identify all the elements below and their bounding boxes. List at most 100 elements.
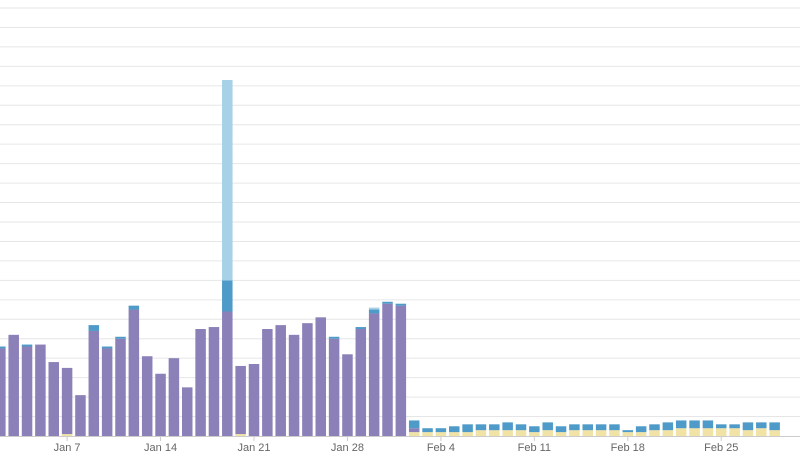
bar-segment[interactable] [235,434,246,436]
bar-segment[interactable] [355,329,367,436]
bar-segment[interactable] [288,334,300,436]
bar-segment[interactable] [716,428,727,436]
bar-segment[interactable] [675,420,687,429]
bar-segment[interactable] [756,428,767,436]
bar-segment[interactable] [0,348,6,436]
bar-segment[interactable] [729,428,740,436]
bar-segment[interactable] [128,309,140,436]
bar-segment[interactable] [569,424,580,431]
bar-segment[interactable] [462,424,473,433]
bar-segment[interactable] [328,338,340,436]
bar-segment[interactable] [115,336,126,339]
bar-segment[interactable] [582,424,594,431]
bar-segment[interactable] [208,327,220,436]
bar-segment[interactable] [141,356,153,436]
bar-segment[interactable] [529,426,540,433]
bar-segment[interactable] [635,426,647,433]
bar-segment[interactable] [182,387,193,436]
bar-segment[interactable] [435,432,447,436]
bar-segment[interactable] [61,434,73,436]
bar-segment[interactable] [128,305,140,310]
bar-segment[interactable] [675,428,687,436]
bar-segment[interactable] [595,430,607,436]
bar-segment[interactable] [88,325,100,331]
bar-segment[interactable] [769,422,780,431]
bar-segment[interactable] [235,365,246,435]
bar-segment[interactable] [689,420,700,429]
bar-segment[interactable] [422,432,433,436]
bar-segment[interactable] [101,346,113,349]
bar-segment[interactable] [729,424,740,429]
bar-segment[interactable] [622,432,634,436]
bar-segment[interactable] [422,428,433,433]
bar-segment[interactable] [222,311,233,436]
bar-segment[interactable] [489,430,500,436]
bar-segment[interactable] [248,364,260,436]
bar-segment[interactable] [262,329,273,436]
bar-segment[interactable] [61,367,73,435]
bar-segment[interactable] [155,373,166,436]
bar-segment[interactable] [101,348,113,436]
bar-segment[interactable] [222,280,233,312]
bar-segment[interactable] [742,430,754,436]
bar-segment[interactable] [382,303,393,436]
bar-segment[interactable] [408,432,420,436]
bar-segment[interactable] [75,395,86,436]
bar-segment[interactable] [21,346,33,436]
bar-segment[interactable] [88,330,100,436]
bar-segment[interactable] [475,430,487,436]
bar-segment[interactable] [716,424,727,429]
bar-segment[interactable] [302,323,313,436]
bar-segment[interactable] [395,303,407,306]
bar-segment[interactable] [449,426,460,433]
bar-segment[interactable] [115,338,126,436]
bar-segment[interactable] [462,432,473,436]
bar-segment[interactable] [449,432,460,436]
bar-segment[interactable] [742,422,754,431]
bar-segment[interactable] [529,432,540,436]
bar-segment[interactable] [475,424,487,431]
bar-segment[interactable] [395,305,407,436]
bar-segment[interactable] [662,430,674,436]
bar-segment[interactable] [662,422,674,431]
bar-segment[interactable] [0,346,6,349]
bar-segment[interactable] [368,309,380,314]
bar-segment[interactable] [609,424,620,431]
bar-segment[interactable] [595,424,607,431]
bar-segment[interactable] [315,317,327,436]
bar-segment[interactable] [635,432,647,436]
bar-segment[interactable] [222,79,233,281]
bar-segment[interactable] [502,422,513,431]
bar-segment[interactable] [502,430,513,436]
bar-segment[interactable] [569,430,580,436]
bar-segment[interactable] [355,327,367,329]
bar-segment[interactable] [342,354,353,436]
bar-segment[interactable] [515,424,527,431]
bar-segment[interactable] [489,424,500,431]
bar-segment[interactable] [408,420,420,429]
bar-segment[interactable] [35,344,46,436]
bar-segment[interactable] [622,430,634,433]
bar-segment[interactable] [515,430,527,436]
bar-segment[interactable] [382,301,393,304]
bar-segment[interactable] [555,432,567,436]
bar-segment[interactable] [702,428,714,436]
bar-segment[interactable] [168,358,180,436]
bar-segment[interactable] [368,307,380,310]
bar-segment[interactable] [756,422,767,429]
bar-segment[interactable] [48,362,60,436]
bar-segment[interactable] [582,430,594,436]
bar-segment[interactable] [8,334,19,436]
bar-segment[interactable] [368,313,380,436]
bar-segment[interactable] [408,428,420,433]
bar-segment[interactable] [328,336,340,339]
bar-segment[interactable] [555,426,567,433]
bar-segment[interactable] [195,329,206,436]
bar-segment[interactable] [769,430,780,436]
bar-segment[interactable] [609,430,620,436]
bar-segment[interactable] [542,422,553,431]
bar-segment[interactable] [649,430,660,436]
bar-segment[interactable] [21,344,33,347]
bar-segment[interactable] [702,420,714,429]
bar-segment[interactable] [435,428,447,433]
